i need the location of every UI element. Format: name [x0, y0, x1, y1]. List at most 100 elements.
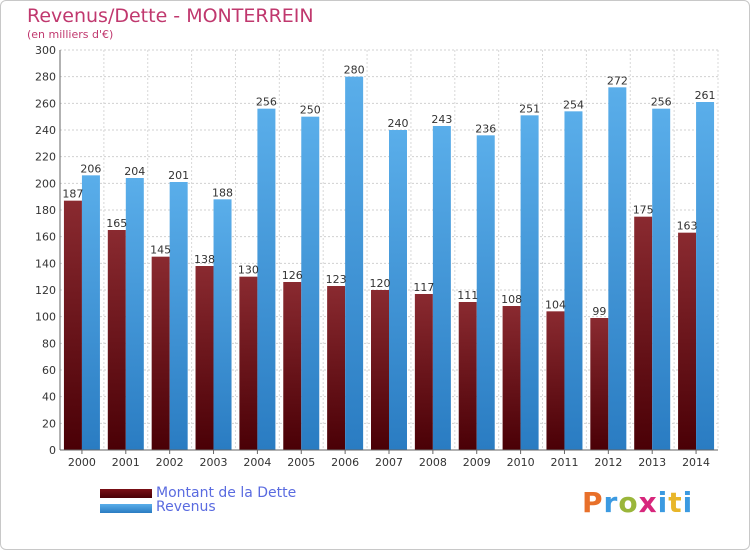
y-tick-label: 300: [35, 44, 56, 57]
y-tick-label: 160: [35, 231, 56, 244]
y-tick-label: 140: [35, 257, 56, 270]
data-label: 163: [677, 220, 698, 233]
data-label: 272: [607, 74, 628, 87]
data-label: 111: [457, 289, 478, 302]
x-tick-label: 2013: [638, 456, 666, 469]
logo-letter: i: [657, 486, 669, 519]
x-tick-label: 2002: [156, 456, 184, 469]
bar-revenus: [696, 102, 715, 450]
x-tick-label: 2001: [112, 456, 140, 469]
bar-dette: [590, 318, 609, 450]
y-tick-label: 80: [42, 337, 56, 350]
data-label: 117: [413, 281, 434, 294]
x-tick-label: 2014: [682, 456, 710, 469]
data-label: 251: [519, 102, 540, 115]
legend-swatch-revenus: [100, 504, 152, 513]
bar-dette: [634, 216, 653, 450]
logo-letter: t: [668, 486, 683, 519]
legend-label-debt: Montant de la Dette: [156, 485, 297, 501]
bar-dette: [546, 311, 565, 450]
data-label: 236: [475, 122, 496, 135]
data-label: 123: [326, 273, 347, 286]
y-tick-label: 180: [35, 204, 56, 217]
data-label: 261: [695, 89, 716, 102]
data-label: 256: [651, 96, 672, 109]
data-label: 145: [150, 244, 171, 257]
bar-revenus: [301, 116, 320, 451]
bar-revenus: [213, 199, 232, 450]
x-tick-label: 2012: [594, 456, 622, 469]
bar-dette: [502, 306, 521, 450]
x-tick-label: 2011: [550, 456, 578, 469]
bar-dette: [195, 266, 214, 450]
y-tick-label: 60: [42, 364, 56, 377]
data-label: 254: [563, 98, 584, 111]
chart-subtitle: (en milliers d'€): [27, 28, 114, 41]
data-label: 175: [633, 204, 654, 217]
logo-letter: x: [638, 486, 658, 519]
data-label: 201: [168, 169, 189, 182]
y-tick-label: 240: [35, 124, 56, 137]
bar-revenus: [608, 87, 627, 450]
data-label: 108: [501, 293, 522, 306]
x-tick-label: 2010: [507, 456, 535, 469]
legend-swatch-debt: [100, 489, 152, 498]
proxiti-logo: Proxiti: [582, 486, 693, 519]
logo-letter: o: [618, 486, 639, 519]
x-tick-label: 2005: [287, 456, 315, 469]
data-label: 240: [388, 117, 409, 130]
data-label: 204: [124, 165, 145, 178]
legend-label-revenus: Revenus: [156, 499, 216, 515]
data-label: 280: [344, 64, 365, 77]
data-label: 250: [300, 104, 321, 117]
bar-dette: [371, 290, 389, 450]
x-tick-label: 2004: [243, 456, 271, 469]
x-tick-label: 2007: [375, 456, 403, 469]
bar-revenus: [476, 135, 495, 451]
y-tick-label: 0: [49, 444, 56, 457]
bar-dette: [414, 294, 433, 450]
bar-dette: [63, 200, 82, 450]
data-label: 130: [238, 264, 259, 277]
y-tick-label: 260: [35, 97, 56, 110]
data-label: 138: [194, 253, 215, 266]
data-label: 256: [256, 96, 277, 109]
data-label: 206: [80, 162, 101, 175]
bar-revenus: [564, 111, 583, 450]
bar-revenus: [389, 130, 407, 450]
bar-dette: [239, 276, 258, 450]
bar-revenus: [169, 182, 188, 450]
bar-revenus: [520, 115, 539, 450]
bar-dette: [151, 256, 170, 450]
x-tick-label: 2000: [68, 456, 96, 469]
x-tick-label: 2009: [463, 456, 491, 469]
bar-dette: [678, 232, 697, 450]
bar-revenus: [125, 178, 144, 450]
data-label: 104: [545, 298, 566, 311]
bar-revenus: [652, 108, 671, 451]
bar-revenus: [432, 126, 451, 450]
bar-dette: [107, 230, 126, 450]
logo-letter: r: [603, 486, 619, 519]
x-tick-label: 2006: [331, 456, 359, 469]
bar-dette: [458, 302, 477, 450]
data-label: 99: [592, 305, 606, 318]
y-tick-label: 40: [42, 391, 56, 404]
x-tick-label: 2008: [419, 456, 447, 469]
data-label: 187: [62, 188, 83, 201]
data-label: 243: [431, 113, 452, 126]
bar-dette: [283, 282, 302, 450]
y-tick-label: 200: [35, 177, 56, 190]
logo-letter: P: [582, 486, 604, 519]
y-tick-label: 220: [35, 151, 56, 164]
data-label: 120: [370, 277, 391, 290]
bar-revenus: [81, 175, 100, 451]
chart-title: Revenus/Dette - MONTERREIN: [27, 5, 314, 27]
bar-dette: [327, 286, 346, 450]
data-label: 188: [212, 186, 233, 199]
data-label: 126: [282, 269, 303, 282]
bar-revenus: [257, 108, 276, 451]
data-label: 165: [106, 217, 127, 230]
x-tick-label: 2003: [200, 456, 228, 469]
